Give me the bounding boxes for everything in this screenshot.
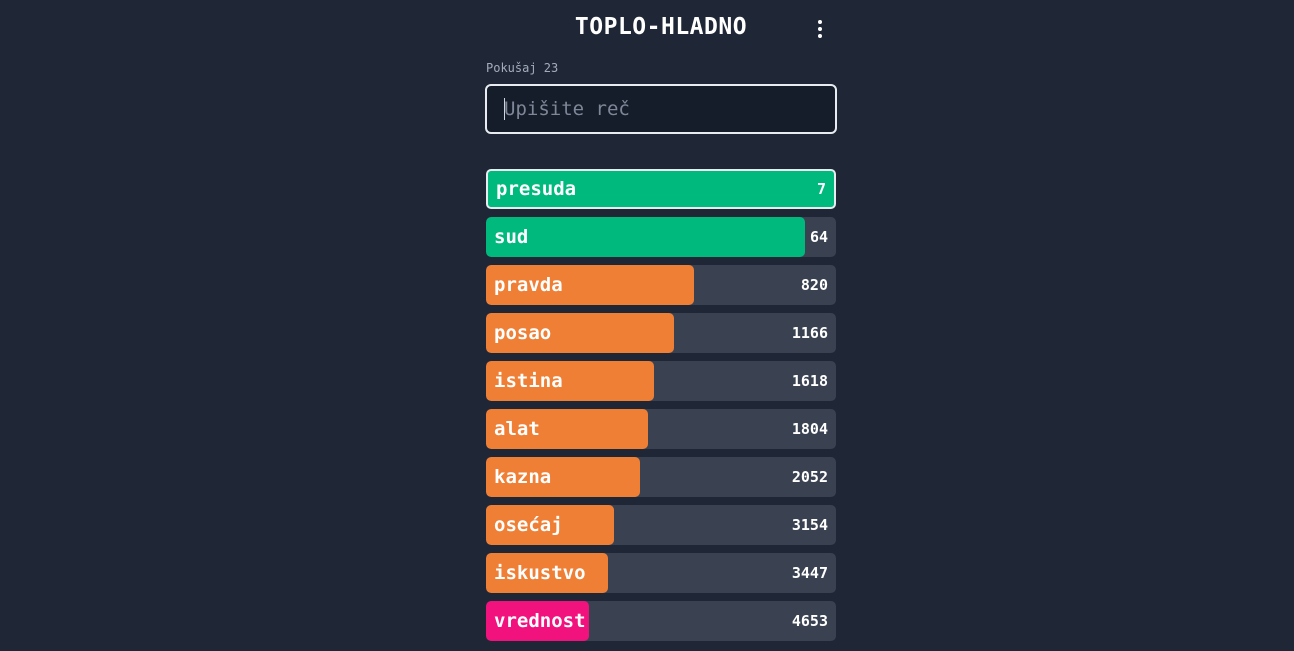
proximity-bar [486, 217, 805, 257]
proximity-bar [486, 601, 589, 641]
more-vertical-icon[interactable] [808, 16, 832, 42]
guess-rank: 820 [800, 276, 828, 294]
guess-row: osećaj 3154 [486, 505, 836, 545]
guess-rank: 1166 [791, 324, 828, 342]
guess-input-wrapper [485, 84, 837, 134]
guess-input[interactable] [487, 86, 835, 132]
guess-word: presuda [496, 178, 577, 200]
guess-word: posao [494, 322, 552, 344]
menu-dot [818, 34, 822, 38]
guess-word: kazna [494, 466, 552, 488]
current-guess-row: presuda 7 [486, 169, 836, 209]
proximity-bar [486, 409, 649, 449]
guess-word: sud [494, 226, 529, 248]
proximity-bar [486, 505, 615, 545]
page-title: TOPLO-HLADNO [574, 14, 748, 40]
guess-rank: 7 [816, 180, 826, 198]
proximity-bar [486, 457, 640, 497]
proximity-bar [486, 313, 674, 353]
guess-rank: 2052 [791, 468, 828, 486]
guess-list: presuda 7 sud 64 pravda 820 posao 1166 istina 1… [486, 169, 836, 649]
proximity-bar [486, 553, 609, 593]
guess-word: iskustvo [494, 562, 586, 584]
guess-rank: 1804 [791, 420, 828, 438]
header: TOPLO-HLADNO [486, 12, 836, 46]
guess-word: pravda [494, 274, 563, 296]
guess-word: vrednost [494, 610, 586, 632]
guess-rank: 3154 [791, 516, 828, 534]
guess-row: sud 64 [486, 217, 836, 257]
guess-row: kazna 2052 [486, 457, 836, 497]
guess-row: pravda 820 [486, 265, 836, 305]
guess-row: alat 1804 [486, 409, 836, 449]
guess-word: istina [494, 370, 563, 392]
proximity-bar [486, 361, 654, 401]
menu-dot [818, 20, 822, 24]
guess-rank: 3447 [791, 564, 828, 582]
guess-rank: 64 [809, 228, 828, 246]
attempt-counter: Pokušaj 23 [486, 61, 559, 75]
proximity-bar [486, 265, 695, 305]
guess-row: vrednost 4653 [486, 601, 836, 641]
text-caret [504, 98, 505, 120]
guess-row: istina 1618 [486, 361, 836, 401]
guess-row: iskustvo 3447 [486, 553, 836, 593]
guess-word: alat [494, 418, 540, 440]
guess-word: osećaj [494, 514, 563, 536]
menu-dot [818, 27, 822, 31]
guess-row: posao 1166 [486, 313, 836, 353]
guess-rank: 4653 [791, 612, 828, 630]
guess-rank: 1618 [791, 372, 828, 390]
